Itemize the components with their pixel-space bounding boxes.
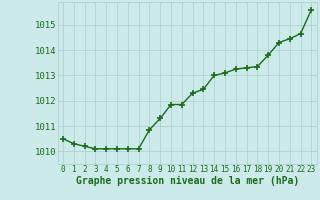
X-axis label: Graphe pression niveau de la mer (hPa): Graphe pression niveau de la mer (hPa): [76, 176, 299, 186]
